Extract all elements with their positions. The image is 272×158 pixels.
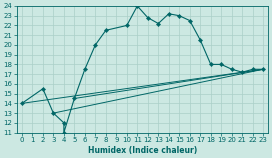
X-axis label: Humidex (Indice chaleur): Humidex (Indice chaleur) [88, 146, 197, 155]
